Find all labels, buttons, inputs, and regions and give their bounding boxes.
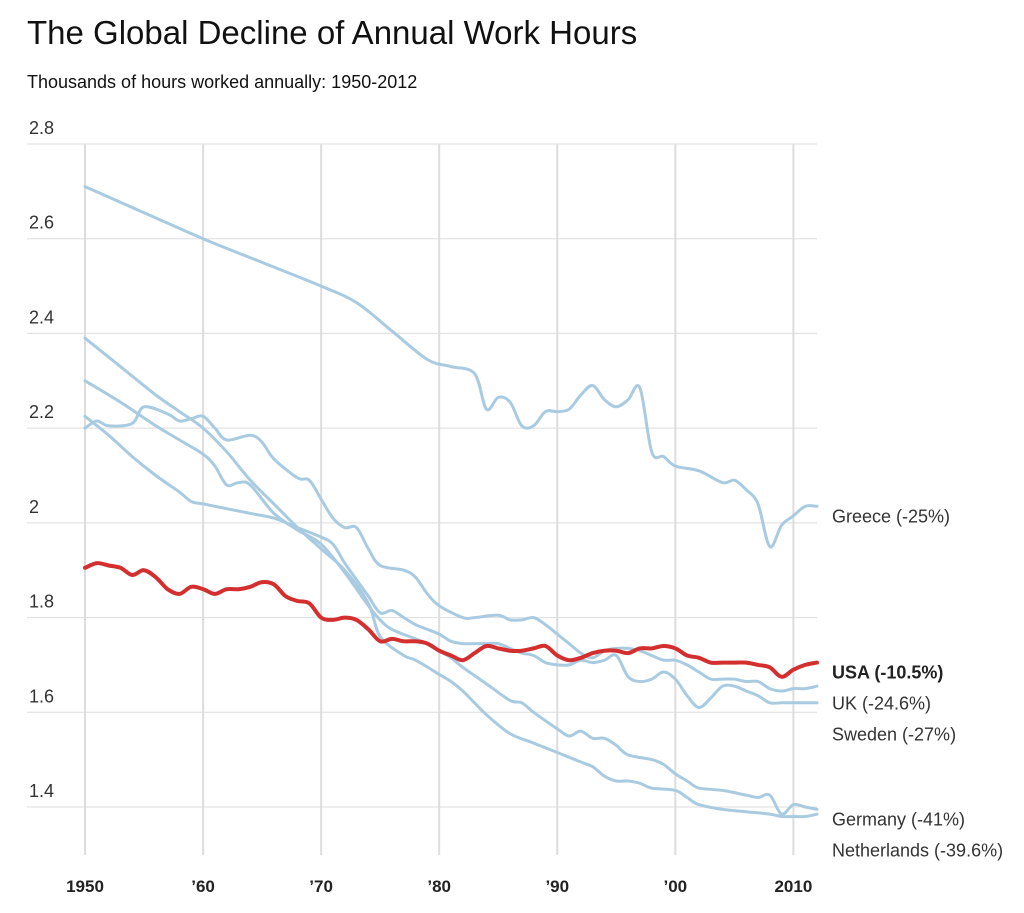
- series-line-germany: [83, 379, 819, 816]
- y-tick-label: 1.4: [29, 781, 54, 801]
- y-tick-label: 1.6: [29, 686, 54, 706]
- series-label-uk: UK (-24.6%): [832, 694, 931, 714]
- series-label-usa: USA (-10.5%): [832, 663, 943, 683]
- series-lines: [83, 185, 819, 819]
- x-tick-label: ’80: [427, 877, 451, 896]
- x-tick-label: 1950: [66, 877, 104, 896]
- series-labels: Greece (-25%) USA (-10.5%) UK (-24.6%) Swed…: [832, 506, 1003, 860]
- y-tick-label: 2.6: [29, 213, 54, 233]
- y-axis-ticks: 2.8 2.6 2.4 2.2 2 1.8 1.6 1.4: [29, 118, 54, 801]
- series-line-greece: [83, 185, 819, 549]
- y-tick-label: 2.8: [29, 118, 54, 138]
- series-label-germany: Germany (-41%): [832, 809, 965, 829]
- y-tick-label: 2.2: [29, 402, 54, 422]
- y-tick-label: 2: [29, 497, 39, 517]
- x-tick-label: 2010: [774, 877, 812, 896]
- chart-subtitle: Thousands of hours worked annually: 1950…: [27, 72, 418, 92]
- y-tick-label: 2.4: [29, 307, 54, 327]
- series-line-uk: [83, 405, 819, 693]
- x-tick-label: ’70: [309, 877, 333, 896]
- x-tick-label: ’60: [191, 877, 215, 896]
- series-line-netherlands: [83, 336, 819, 819]
- y-tick-label: 1.8: [29, 592, 54, 612]
- series-line-usa: [83, 561, 819, 679]
- series-label-netherlands: Netherlands (-39.6%): [832, 840, 1003, 860]
- x-tick-label: ’00: [664, 877, 688, 896]
- series-line-sweden: [83, 414, 819, 709]
- series-label-sweden: Sweden (-27%): [832, 725, 956, 745]
- chart-title: The Global Decline of Annual Work Hours: [27, 14, 638, 51]
- chart-grid: [27, 143, 817, 855]
- x-tick-label: ’90: [545, 877, 569, 896]
- highlight-series-lines: [83, 561, 819, 679]
- series-label-greece: Greece (-25%): [832, 506, 950, 526]
- x-axis-ticks: 1950 ’60 ’70 ’80 ’90 ’00 2010: [66, 877, 812, 896]
